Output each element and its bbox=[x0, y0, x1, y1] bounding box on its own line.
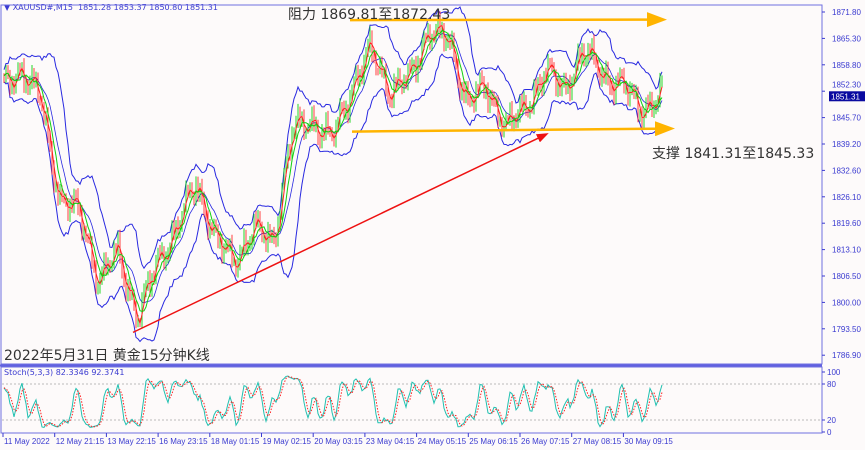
current-price-box bbox=[829, 91, 865, 102]
x-tick-label: 11 May 2022 bbox=[4, 437, 50, 446]
bollinger-upper-band bbox=[3, 6, 663, 270]
support-label: 支撑 1841.31至1845.33 bbox=[652, 146, 814, 162]
x-tick-label: 26 May 07:15 bbox=[521, 437, 570, 446]
y-tick-label: 1806.50 bbox=[832, 272, 861, 281]
x-tick-label: 19 May 02:15 bbox=[263, 437, 312, 446]
trend-line[interactable] bbox=[132, 133, 549, 334]
moving-average-fast bbox=[3, 24, 663, 326]
bollinger-middle-band bbox=[3, 32, 663, 304]
x-tick-label: 25 May 06:15 bbox=[469, 437, 518, 446]
x-tick-label: 20 May 03:15 bbox=[314, 437, 363, 446]
stoch-plot-frame bbox=[0, 366, 823, 434]
x-tick-label: 30 May 09:15 bbox=[624, 437, 673, 446]
moving-average-slow bbox=[3, 29, 663, 312]
current-price-label: 1851.31 bbox=[831, 92, 860, 101]
y-tick-label: 1865.30 bbox=[832, 34, 861, 43]
y-tick-label: 1852.30 bbox=[832, 81, 861, 90]
y-tick-label: 1871.80 bbox=[832, 8, 861, 17]
x-tick-label: 12 May 21:15 bbox=[56, 437, 105, 446]
y-tick-label: 1845.70 bbox=[832, 114, 861, 123]
y-tick-label: 1858.80 bbox=[832, 61, 861, 70]
y-tick-label: 1819.60 bbox=[832, 219, 861, 228]
support-line[interactable] bbox=[351, 121, 675, 137]
stoch-y-tick-label: 0 bbox=[827, 428, 832, 437]
y-tick-label: 1800.00 bbox=[832, 298, 861, 307]
chart-header: ▼ XAUUSD#,M15 1851.28 1853.37 1850.80 18… bbox=[4, 3, 218, 12]
x-tick-label: 18 May 01:15 bbox=[211, 437, 260, 446]
y-tick-label: 1813.10 bbox=[832, 246, 861, 255]
main-plot-frame bbox=[0, 4, 823, 365]
resistance-label: 阻力 1869.81至1872.43 bbox=[288, 7, 450, 23]
resistance-line[interactable] bbox=[349, 12, 667, 28]
chart-title: 2022年5月31日 黄金15分钟K线 bbox=[4, 347, 210, 364]
triangle-down-icon[interactable]: ▼ bbox=[4, 3, 11, 12]
x-tick-label: 23 May 04:15 bbox=[366, 437, 415, 446]
stoch-y-tick-label: 20 bbox=[827, 416, 836, 425]
x-tick-label: 16 May 23:15 bbox=[159, 437, 208, 446]
symbol-label: XAUUSD#,M15 bbox=[12, 3, 73, 12]
y-tick-label: 1786.90 bbox=[832, 351, 861, 360]
x-tick-label: 27 May 08:15 bbox=[573, 437, 622, 446]
stoch-signal-line bbox=[3, 376, 663, 428]
x-tick-label: 13 May 22:15 bbox=[107, 437, 156, 446]
stoch-y-tick-label: 80 bbox=[827, 380, 836, 389]
bollinger-lower-band bbox=[3, 53, 663, 343]
ohlc-label: 1851.28 1853.37 1850.80 1851.31 bbox=[78, 3, 218, 12]
y-tick-label: 1832.60 bbox=[832, 166, 861, 175]
stoch-label: Stoch(5,3,3) 82.3346 92.3741 bbox=[4, 368, 125, 377]
y-tick-label: 1839.20 bbox=[832, 140, 861, 149]
stoch-y-tick-label: 100 bbox=[827, 368, 841, 377]
y-tick-label: 1826.10 bbox=[832, 193, 861, 202]
x-tick-label: 24 May 05:15 bbox=[418, 437, 467, 446]
y-tick-label: 1793.50 bbox=[832, 325, 861, 334]
